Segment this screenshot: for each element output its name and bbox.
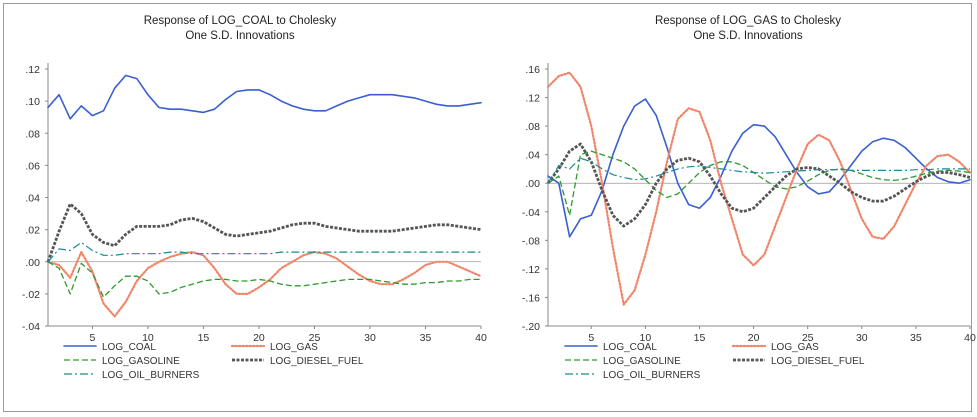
x-tick-label: 40 bbox=[475, 332, 487, 344]
series-line-log-oil-burners bbox=[47, 241, 481, 263]
series-line-log-diesel-fuel bbox=[46, 202, 482, 263]
chart-subtitle: One S.D. Innovations bbox=[185, 30, 295, 42]
y-tick-label: .00 bbox=[525, 178, 540, 190]
x-tick-label: 5 bbox=[588, 332, 594, 344]
chart-legend: LOG_COAL LOG_GAS LOG_GASOLINE LOG_DIESEL_FU… bbox=[564, 342, 865, 381]
x-tick-label: 30 bbox=[364, 332, 376, 344]
y-tick-label: .06 bbox=[25, 160, 40, 172]
legend-label: LOG_GASOLINE bbox=[603, 356, 681, 367]
series-line-log-gasoline bbox=[47, 261, 481, 298]
series-line-log-gas bbox=[546, 71, 972, 306]
chart-legend: LOG_COAL LOG_GAS LOG_GASOLINE LOG_DIESEL_FU… bbox=[63, 342, 364, 381]
chart-subtitle: One S.D. Innovations bbox=[693, 30, 803, 42]
x-tick-label: 25 bbox=[309, 332, 321, 344]
series-line-log-oil-burners bbox=[547, 157, 970, 184]
series-line-log-diesel-fuel bbox=[546, 142, 971, 228]
x-tick-label: 40 bbox=[964, 332, 976, 344]
x-tick-label: 5 bbox=[89, 332, 95, 344]
y-tick-label: -.12 bbox=[522, 264, 540, 276]
x-tick-label: 35 bbox=[420, 332, 432, 344]
y-tick-label: .12 bbox=[25, 64, 40, 76]
y-tick-label: -.16 bbox=[522, 292, 540, 304]
x-tick-label: 20 bbox=[253, 332, 265, 344]
x-tick-label: 10 bbox=[142, 332, 154, 344]
x-tick-label: 25 bbox=[802, 332, 814, 344]
y-tick-label: .02 bbox=[25, 225, 40, 237]
y-tick-label: -.04 bbox=[522, 207, 540, 219]
legend-label: LOG_DIESEL_FUEL bbox=[771, 356, 865, 367]
legend-label: LOG_OIL_BURNERS bbox=[603, 370, 701, 381]
y-tick-label: .08 bbox=[25, 128, 40, 140]
y-tick-label: .10 bbox=[25, 96, 40, 108]
legend-label: LOG_GAS bbox=[771, 342, 819, 353]
chart-title: Response of LOG_GAS to Cholesky bbox=[655, 15, 841, 27]
y-tick-label: .04 bbox=[25, 193, 40, 205]
series-line-log-coal bbox=[547, 98, 971, 238]
series-line-log-gasoline bbox=[547, 150, 971, 216]
figure-frame bbox=[3, 3, 972, 412]
y-tick-label: .12 bbox=[525, 93, 540, 105]
chart-panel-2: Response of LOG_GAS to Cholesky One S.D. … bbox=[522, 15, 976, 381]
y-tick-label: .08 bbox=[525, 121, 540, 133]
y-tick-label: .04 bbox=[525, 150, 540, 162]
y-tick-label: -.04 bbox=[22, 321, 40, 333]
legend-label: LOG_DIESEL_FUEL bbox=[270, 356, 364, 367]
x-tick-label: 15 bbox=[198, 332, 210, 344]
x-tick-label: 10 bbox=[640, 332, 652, 344]
series-line-log-coal bbox=[47, 74, 482, 120]
y-tick-label: .00 bbox=[25, 257, 40, 269]
legend-label: LOG_GAS bbox=[270, 342, 318, 353]
chart-title: Response of LOG_COAL to Cholesky bbox=[144, 15, 337, 27]
y-tick-label: -.08 bbox=[522, 235, 540, 247]
legend-label: LOG_OIL_BURNERS bbox=[102, 370, 200, 381]
legend-label: LOG_GASOLINE bbox=[102, 356, 180, 367]
series-line-log-gas bbox=[46, 251, 483, 318]
legend-label: LOG_COAL bbox=[102, 342, 156, 353]
legend-label: LOG_COAL bbox=[603, 342, 657, 353]
chart-panel-1: Response of LOG_COAL to Cholesky One S.D.… bbox=[22, 15, 487, 381]
y-tick-label: .16 bbox=[525, 64, 540, 76]
x-tick-label: 35 bbox=[910, 332, 922, 344]
x-tick-label: 30 bbox=[856, 332, 868, 344]
x-tick-label: 20 bbox=[748, 332, 760, 344]
x-tick-label: 15 bbox=[694, 332, 706, 344]
y-tick-label: -.02 bbox=[22, 289, 40, 301]
y-tick-label: -.20 bbox=[522, 321, 540, 333]
